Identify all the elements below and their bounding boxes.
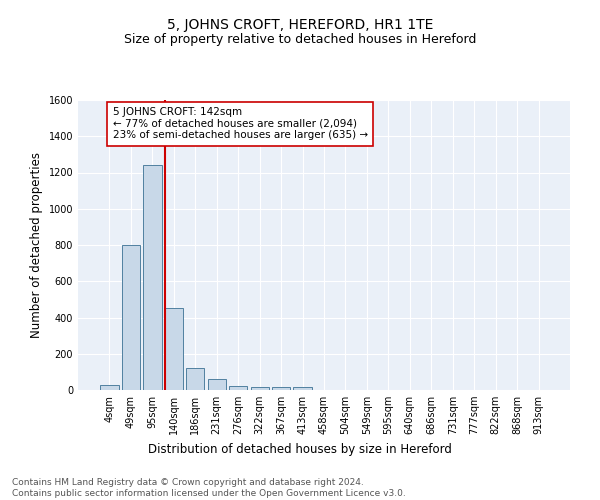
Bar — [100, 386, 119, 390]
Text: 5 JOHNS CROFT: 142sqm
← 77% of detached houses are smaller (2,094)
23% of semi-d: 5 JOHNS CROFT: 142sqm ← 77% of detached … — [113, 108, 368, 140]
Text: 5, JOHNS CROFT, HEREFORD, HR1 1TE: 5, JOHNS CROFT, HEREFORD, HR1 1TE — [167, 18, 433, 32]
Bar — [143, 165, 161, 390]
Bar — [272, 386, 290, 390]
Text: Size of property relative to detached houses in Hereford: Size of property relative to detached ho… — [124, 32, 476, 46]
Bar — [186, 368, 205, 390]
Bar — [165, 308, 183, 390]
Text: Contains HM Land Registry data © Crown copyright and database right 2024.
Contai: Contains HM Land Registry data © Crown c… — [12, 478, 406, 498]
Y-axis label: Number of detached properties: Number of detached properties — [30, 152, 43, 338]
Bar — [229, 386, 247, 390]
Bar — [293, 386, 311, 390]
Bar — [122, 245, 140, 390]
Bar — [208, 379, 226, 390]
Bar — [251, 386, 269, 390]
Text: Distribution of detached houses by size in Hereford: Distribution of detached houses by size … — [148, 442, 452, 456]
